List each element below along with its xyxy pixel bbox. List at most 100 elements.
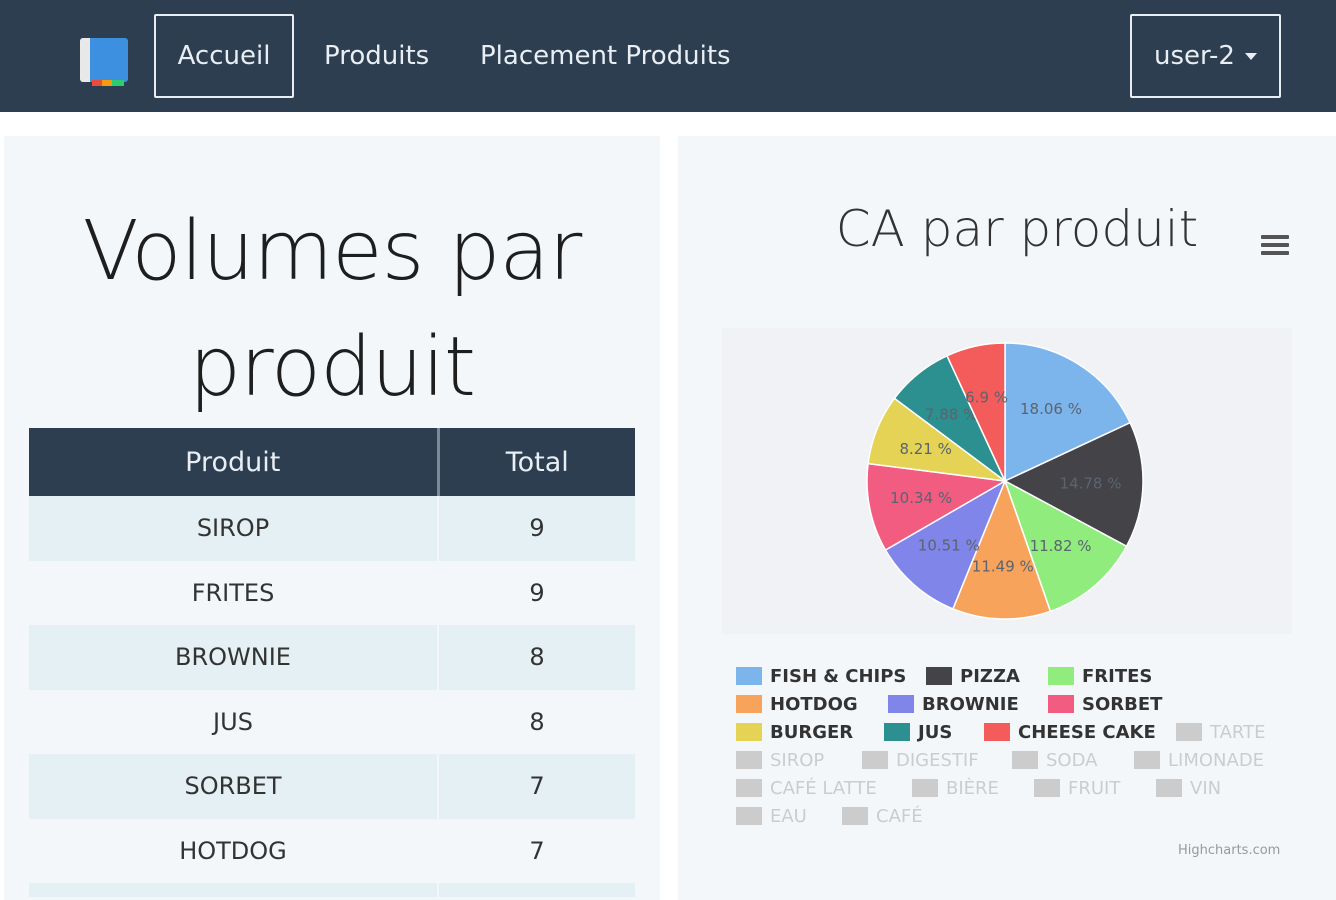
legend-item-caf-[interactable]: CAFÉ [842,806,923,828]
chart-panel: CA par produit 18.06 % 14.78 % 11.82 % 11.4… [678,136,1336,900]
cell-total [438,883,635,897]
pie-data-label: 7.88 % [925,406,977,424]
legend-swatch [736,779,762,797]
nav-link-accueil[interactable]: Accueil [154,14,294,98]
legend-item-tarte[interactable]: TARTE [1176,722,1265,744]
table-row [29,883,635,897]
legend-item-fish-chips[interactable]: FISH & CHIPS [736,666,906,688]
legend-item-vin[interactable]: VIN [1156,778,1221,800]
legend-item-cheese-cake[interactable]: CHEESE CAKE [984,722,1156,744]
legend-item-digestif[interactable]: DIGESTIF [862,750,979,772]
legend-swatch [1034,779,1060,797]
table-row: SORBET 7 [29,754,635,819]
nav-link-placement-produits[interactable]: Placement Produits [480,41,731,71]
legend-swatch [736,751,762,769]
nav-link-produits[interactable]: Produits [324,41,430,71]
pie-slice-cheese-cake[interactable] [946,342,1006,482]
pie-data-label: 11.82 % [1030,537,1092,555]
pie-chart: 18.06 % 14.78 % 11.82 % 11.49 % 10.51 % 10.34… [866,342,1144,620]
legend-item-fruit[interactable]: FRUIT [1034,778,1120,800]
legend-label: VIN [1190,778,1222,799]
user-menu-dropdown[interactable]: user-2 [1130,14,1281,98]
pie-slice-hotdog[interactable] [951,478,1052,620]
volumes-panel: Volumes par produit Produit Total SIROP 9… [4,136,660,900]
legend-label: LIMONADE [1168,750,1265,771]
column-header-produit: Produit [29,428,440,496]
legend-label: CHEESE CAKE [1018,722,1156,743]
legend-swatch [888,695,914,713]
legend-swatch [984,723,1010,741]
legend-item-bi-re[interactable]: BIÈRE [912,778,999,800]
cell-produit: HOTDOG [29,818,439,883]
legend-item-eau[interactable]: EAU [736,806,807,828]
pie-data-label: 14.78 % [1060,474,1122,492]
legend-label: HOTDOG [770,694,858,715]
chart-menu-hamburger-icon[interactable] [1256,228,1294,262]
legend-label: SORBET [1082,694,1163,715]
table-row: JUS 8 [29,689,635,754]
pie-data-label: 11.49 % [972,558,1034,576]
legend-item-limonade[interactable]: LIMONADE [1134,750,1264,772]
legend-item-soda[interactable]: SODA [1012,750,1097,772]
legend-swatch [1134,751,1160,769]
legend-label: BROWNIE [922,694,1019,715]
legend-label: BIÈRE [946,778,999,799]
cell-total: 9 [438,560,635,625]
app-logo-icon[interactable] [80,38,132,90]
cell-produit: BROWNIE [29,625,439,690]
legend-swatch [736,667,762,685]
legend-label: SODA [1046,750,1098,771]
pie-data-label: 18.06 % [1020,400,1082,418]
legend-swatch [912,779,938,797]
cell-produit: SORBET [29,754,439,819]
legend-item-jus[interactable]: JUS [884,722,952,744]
pie-slice-brownie[interactable] [884,479,1007,610]
legend-swatch [842,807,868,825]
pie-data-label: 6.9 % [965,388,1008,406]
legend-swatch [736,695,762,713]
legend-swatch [736,723,762,741]
legend-label: DIGESTIF [896,750,979,771]
pie-data-label: 10.51 % [918,536,980,554]
volumes-table: Produit Total SIROP 9 FRITES 9 BROWNIE 8 JUS 8 S… [29,428,635,897]
legend-label: FRITES [1082,666,1153,687]
legend-swatch [736,807,762,825]
legend-label: TARTE [1210,722,1266,743]
legend-swatch [1156,779,1182,797]
legend-swatch [1048,695,1074,713]
legend-label: FISH & CHIPS [770,666,907,687]
legend-label: PIZZA [960,666,1020,687]
chart-title: CA par produit [835,200,1199,258]
pie-data-label: 8.21 % [899,440,951,458]
pie-slice-fish-chips[interactable] [1004,342,1132,483]
legend-item-brownie[interactable]: BROWNIE [888,694,1019,716]
pie-slice-sorbet[interactable] [866,462,1008,552]
legend-item-sorbet[interactable]: SORBET [1048,694,1162,716]
cell-produit: JUS [29,689,439,754]
cell-produit: FRITES [29,560,439,625]
legend-item-burger[interactable]: BURGER [736,722,853,744]
legend-swatch [862,751,888,769]
legend-label: CAFÉ [876,806,923,827]
table-row: BROWNIE 8 [29,625,635,690]
top-navbar: Accueil Produits Placement Produits user… [0,0,1336,112]
legend-item-hotdog[interactable]: HOTDOG [736,694,858,716]
table-row: SIROP 9 [29,496,635,561]
legend-label: JUS [918,722,953,743]
legend-label: FRUIT [1068,778,1121,799]
legend-label: CAFÉ LATTE [770,778,877,799]
cell-total: 9 [438,496,635,561]
pie-slice-pizza[interactable] [1003,421,1144,548]
pie-slice-frites[interactable] [1003,479,1128,613]
legend-label: EAU [770,806,807,827]
legend-item-frites[interactable]: FRITES [1048,666,1152,688]
legend-item-sirop[interactable]: SIROP [736,750,824,772]
table-row: FRITES 9 [29,560,635,625]
legend-item-caf-latte[interactable]: CAFÉ LATTE [736,778,877,800]
legend-swatch [1012,751,1038,769]
legend-item-pizza[interactable]: PIZZA [926,666,1020,688]
highcharts-credits-link[interactable]: Highcharts.com [1178,843,1281,858]
caret-down-icon [1244,53,1257,60]
user-name: user-2 [1154,41,1235,71]
pie-data-label: 10.34 % [890,489,952,507]
